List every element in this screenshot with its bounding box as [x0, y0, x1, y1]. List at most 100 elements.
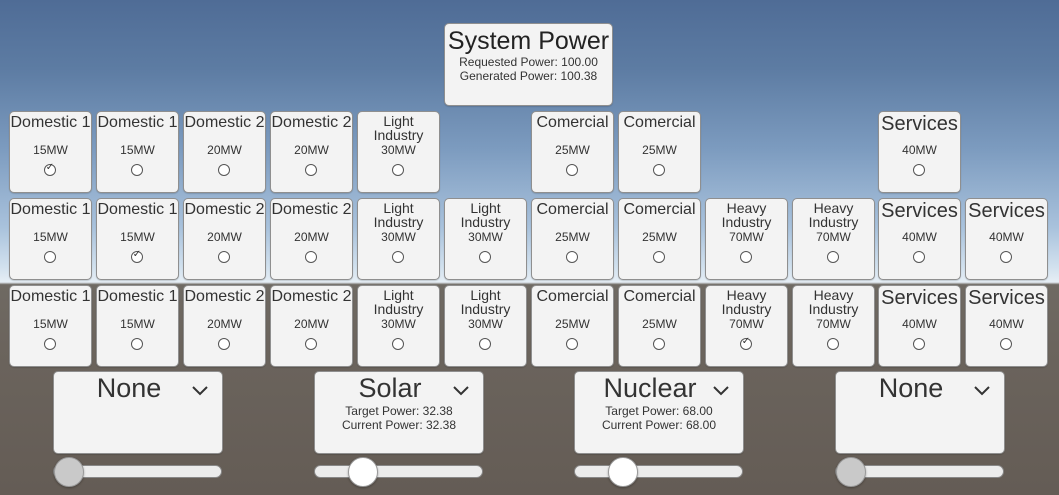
building-name: Light Industry	[373, 287, 424, 317]
building-card[interactable]: Heavy Industry 70MW	[705, 198, 788, 280]
building-power: 25MW	[642, 143, 677, 157]
building-card[interactable]: Domestic 2 20MW	[183, 285, 266, 367]
building-toggle[interactable]	[913, 164, 925, 176]
generator-type-dropdown[interactable]: None	[96, 373, 162, 403]
building-card[interactable]: Heavy Industry 70MW	[792, 198, 875, 280]
building-toggle[interactable]	[913, 338, 925, 350]
building-toggle[interactable]	[827, 338, 839, 350]
slider-handle[interactable]	[348, 457, 378, 487]
building-toggle[interactable]	[479, 251, 491, 263]
building-card[interactable]: Heavy Industry 70MW	[705, 285, 788, 367]
building-card[interactable]: Services 40MW	[878, 111, 961, 193]
chevron-down-icon[interactable]	[453, 383, 469, 401]
building-toggle[interactable]	[218, 338, 230, 350]
building-card[interactable]: Light Industry 30MW	[357, 198, 440, 280]
building-card[interactable]: Domestic 1 15MW	[96, 111, 179, 193]
building-toggle[interactable]	[653, 338, 665, 350]
building-toggle-checked[interactable]	[131, 249, 143, 263]
building-card[interactable]: Comercial 25MW	[618, 111, 701, 193]
generator-panel: None	[53, 371, 223, 454]
building-toggle[interactable]	[566, 251, 578, 263]
building-card[interactable]: Domestic 2 20MW	[270, 111, 353, 193]
building-card[interactable]: Domestic 2 20MW	[270, 285, 353, 367]
building-name: Comercial	[623, 288, 696, 305]
building-toggle-checked[interactable]	[740, 336, 752, 350]
building-card[interactable]: Comercial 25MW	[531, 285, 614, 367]
requested-power-text: Requested Power: 100.00	[459, 55, 598, 69]
slider-handle[interactable]	[54, 457, 84, 487]
building-card[interactable]: Domestic 1 15MW	[9, 111, 92, 193]
building-card[interactable]: Comercial 25MW	[618, 198, 701, 280]
building-card[interactable]: Light Industry 30MW	[357, 285, 440, 367]
building-name: Domestic 2	[184, 114, 265, 131]
building-name: Heavy Industry	[808, 287, 859, 317]
generator-type-dropdown[interactable]: Nuclear	[603, 373, 697, 403]
building-toggle[interactable]	[218, 251, 230, 263]
building-toggle[interactable]	[305, 338, 317, 350]
building-power: 15MW	[120, 317, 155, 331]
generator-power-slider[interactable]	[835, 457, 1004, 487]
building-card[interactable]: Light Industry 30MW	[357, 111, 440, 193]
chevron-down-icon[interactable]	[713, 383, 729, 401]
building-card[interactable]: Domestic 2 20MW	[183, 111, 266, 193]
building-card[interactable]: Domestic 1 15MW	[9, 285, 92, 367]
chevron-down-icon[interactable]	[974, 383, 990, 401]
building-toggle[interactable]	[131, 164, 143, 176]
building-card[interactable]: Light Industry 30MW	[444, 285, 527, 367]
generator-type-dropdown[interactable]: None	[878, 373, 944, 403]
building-toggle[interactable]	[131, 338, 143, 350]
generator-panel: Solar Target Power: 32.38 Current Power: 3…	[314, 371, 484, 454]
building-toggle[interactable]	[566, 164, 578, 176]
building-power: 20MW	[294, 317, 329, 331]
building-toggle[interactable]	[392, 164, 404, 176]
slider-handle[interactable]	[608, 457, 638, 487]
building-card[interactable]: Comercial 25MW	[531, 111, 614, 193]
building-toggle[interactable]	[740, 251, 752, 263]
building-toggle[interactable]	[392, 251, 404, 263]
building-toggle[interactable]	[1000, 338, 1012, 350]
generator-power-slider[interactable]	[574, 457, 743, 487]
building-name: Comercial	[623, 201, 696, 218]
generator-power-slider[interactable]	[53, 457, 222, 487]
building-name: Services	[881, 113, 958, 135]
building-power: 25MW	[555, 230, 590, 244]
building-card[interactable]: Comercial 25MW	[531, 198, 614, 280]
building-toggle-checked[interactable]	[44, 162, 56, 176]
generator-type-dropdown[interactable]: Solar	[358, 373, 422, 403]
building-toggle[interactable]	[913, 251, 925, 263]
building-power: 40MW	[989, 230, 1024, 244]
building-toggle[interactable]	[392, 338, 404, 350]
building-card[interactable]: Domestic 2 20MW	[270, 198, 353, 280]
building-card[interactable]: Domestic 2 20MW	[183, 198, 266, 280]
building-toggle[interactable]	[44, 338, 56, 350]
building-card[interactable]: Light Industry 30MW	[444, 198, 527, 280]
building-toggle[interactable]	[44, 251, 56, 263]
building-card[interactable]: Services 40MW	[878, 285, 961, 367]
building-toggle[interactable]	[653, 164, 665, 176]
building-card[interactable]: Domestic 1 15MW	[96, 198, 179, 280]
generated-power-text: Generated Power: 100.38	[459, 69, 598, 83]
building-toggle[interactable]	[566, 338, 578, 350]
building-toggle[interactable]	[653, 251, 665, 263]
building-card[interactable]: Comercial 25MW	[618, 285, 701, 367]
building-card[interactable]: Services 40MW	[965, 198, 1048, 280]
building-toggle[interactable]	[1000, 251, 1012, 263]
building-toggle[interactable]	[218, 164, 230, 176]
building-name: Light Industry	[373, 113, 424, 143]
building-name: Comercial	[623, 114, 696, 131]
building-name: Services	[881, 287, 958, 309]
building-toggle[interactable]	[305, 164, 317, 176]
current-power-text: Current Power: 32.38	[341, 418, 457, 432]
building-card[interactable]: Services 40MW	[965, 285, 1048, 367]
slider-handle[interactable]	[836, 457, 866, 487]
building-toggle[interactable]	[479, 338, 491, 350]
generator-power-slider[interactable]	[314, 457, 483, 487]
chevron-down-icon[interactable]	[192, 383, 208, 401]
building-card[interactable]: Domestic 1 15MW	[96, 285, 179, 367]
building-toggle[interactable]	[305, 251, 317, 263]
building-power: 40MW	[902, 230, 937, 244]
building-toggle[interactable]	[827, 251, 839, 263]
building-card[interactable]: Heavy Industry 70MW	[792, 285, 875, 367]
building-card[interactable]: Domestic 1 15MW	[9, 198, 92, 280]
building-card[interactable]: Services 40MW	[878, 198, 961, 280]
